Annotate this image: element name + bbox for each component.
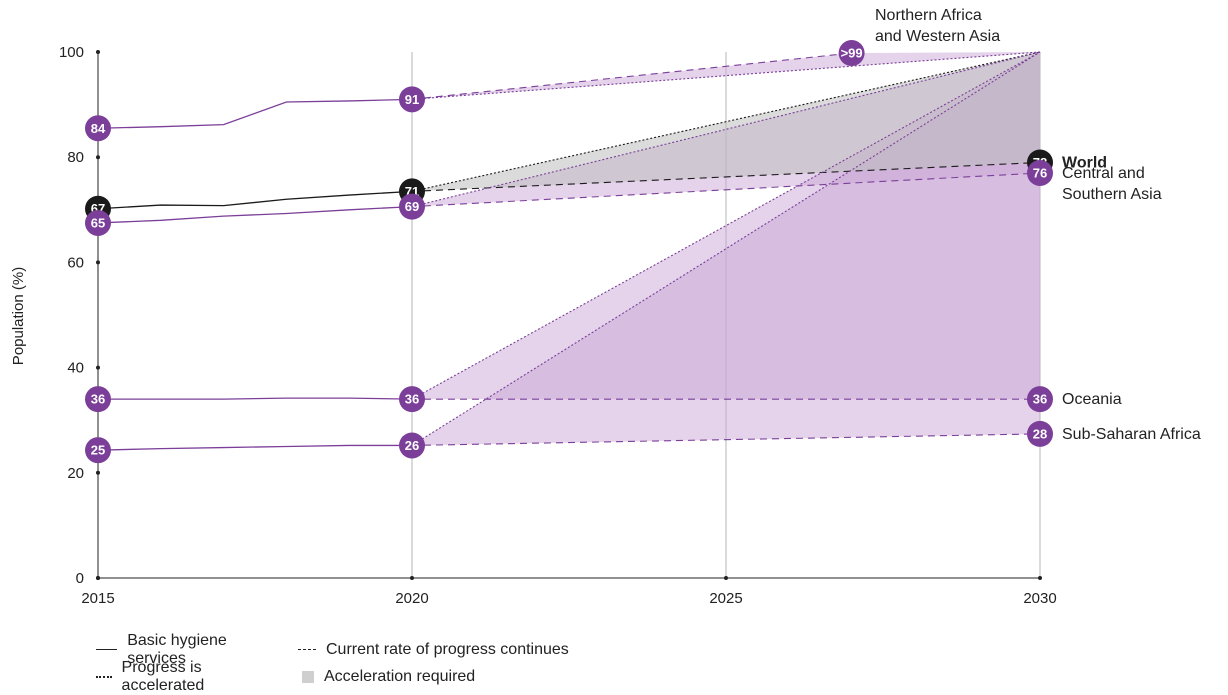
start-badge-oceania-value: 36 bbox=[91, 392, 105, 407]
accelerated-line-oceania bbox=[411, 51, 1041, 400]
end-badge-northern-africa-and-western-asia-circle bbox=[838, 40, 865, 67]
mid-badge-central-and-southern-asia: 69 bbox=[399, 193, 425, 220]
legend-solid-line-icon bbox=[96, 649, 118, 650]
accelerated-line-world bbox=[411, 51, 1041, 192]
start-badge-sub-saharan-africa: 25 bbox=[85, 437, 111, 464]
y-tick-label-20: 20 bbox=[67, 465, 84, 482]
end-badge-oceania: 36 bbox=[1027, 386, 1053, 413]
legend-item-accelerated: Progress is accelerated bbox=[96, 659, 284, 695]
historical-line-world bbox=[97, 190, 413, 210]
series-lines bbox=[97, 51, 1041, 451]
y-tick-dot-20 bbox=[96, 470, 100, 475]
legend-label: Progress is accelerated bbox=[121, 658, 205, 694]
current-rate-line-northern-africa-and-western-asia bbox=[411, 52, 852, 100]
start-badge-central-and-southern-asia-value: 65 bbox=[91, 215, 105, 230]
series-label-sub-saharan-africa: Sub-Saharan Africa bbox=[1062, 426, 1201, 443]
mid-badge-oceania-value: 36 bbox=[405, 392, 419, 407]
historical-line-northern-africa-and-western-asia bbox=[97, 98, 413, 129]
mid-badge-northern-africa-and-western-asia-value: 91 bbox=[405, 92, 419, 107]
y-tick-dot-40 bbox=[96, 365, 100, 370]
historical-line-central-and-southern-asia bbox=[97, 205, 413, 224]
current-rate-line-sub-saharan-africa bbox=[411, 433, 1041, 446]
legend-item-acceleration-required: Acceleration required bbox=[298, 668, 475, 686]
legend-fill-swatch-icon bbox=[302, 670, 314, 683]
start-badge-oceania-circle bbox=[85, 386, 111, 413]
legend-label: Basic hygiene services bbox=[127, 631, 227, 667]
x-tick-dot-2020 bbox=[410, 576, 414, 580]
mid-badge-sub-saharan-africa: 26 bbox=[399, 432, 425, 459]
x-tick-dot-2015 bbox=[96, 576, 100, 580]
series-label-oceania: Oceania bbox=[1062, 391, 1122, 408]
legend-item-basic-hygiene: Basic hygiene services bbox=[96, 632, 284, 668]
x-tick-label-2025: 2025 bbox=[709, 590, 742, 607]
legend-dotted-line-icon bbox=[96, 675, 112, 678]
x-tick-dot-2025 bbox=[724, 576, 728, 580]
x-tick-label-2030: 2030 bbox=[1023, 590, 1056, 607]
x-tick-label-2020: 2020 bbox=[395, 590, 428, 607]
end-badge-sub-saharan-africa-circle bbox=[1027, 420, 1053, 447]
end-badge-sub-saharan-africa: 28 bbox=[1027, 420, 1053, 447]
series-labels: Northern Africa and Western Asia WorldCent… bbox=[875, 7, 1201, 443]
start-badge-sub-saharan-africa-circle bbox=[85, 437, 111, 464]
legend-item-current-rate: Current rate of progress continues bbox=[298, 641, 569, 659]
legend-row-2: Progress is accelerated Acceleration req… bbox=[96, 659, 583, 694]
axes: 0 20 40 60 80 100 2015 2020 2025 2030 bbox=[59, 44, 1057, 607]
current-rate-line-world bbox=[411, 161, 1041, 192]
mid-badge-oceania: 36 bbox=[399, 386, 425, 413]
series-label-central-and-southern-asia-line-1: Central and bbox=[1062, 165, 1145, 182]
start-badge-northern-africa-and-western-asia: 84 bbox=[85, 115, 111, 142]
start-badge-central-and-southern-asia: 65 bbox=[85, 209, 111, 236]
series-label-world: World bbox=[1062, 154, 1107, 171]
end-badge-northern-africa-and-western-asia: >99 bbox=[838, 40, 865, 67]
mid-badge-central-and-southern-asia-circle bbox=[399, 193, 425, 220]
end-badge-central-and-southern-asia-value: 76 bbox=[1033, 165, 1047, 180]
start-badge-sub-saharan-africa-value: 25 bbox=[91, 443, 105, 458]
y-tick-dot-80 bbox=[96, 155, 100, 160]
legend-row-1: Basic hygiene services Current rate of p… bbox=[96, 632, 583, 667]
y-tick-label-80: 80 bbox=[67, 149, 84, 166]
y-tick-dot-100 bbox=[96, 50, 100, 54]
y-tick-label-60: 60 bbox=[67, 254, 84, 271]
mid-badge-northern-africa-and-western-asia-circle bbox=[399, 86, 425, 113]
y-tick-label-40: 40 bbox=[67, 360, 84, 377]
series-label-central-and-southern-asia-line-2: Southern Asia bbox=[1062, 186, 1162, 203]
end-badge-oceania-circle bbox=[1027, 386, 1053, 413]
x-tick-label-2015: 2015 bbox=[81, 590, 114, 607]
accelerated-line-sub-saharan-africa bbox=[411, 51, 1041, 446]
start-badge-oceania: 36 bbox=[85, 386, 111, 413]
series-label-northern-africa-and-western-asia-line-1: Northern Africa bbox=[875, 7, 982, 24]
historical-line-oceania bbox=[98, 397, 413, 400]
end-badge-northern-africa-and-western-asia-value: >99 bbox=[841, 46, 863, 61]
y-tick-label-100: 100 bbox=[59, 44, 84, 61]
end-badge-sub-saharan-africa-value: 28 bbox=[1033, 426, 1047, 441]
current-rate-line-central-and-southern-asia bbox=[411, 172, 1041, 208]
legend-label: Acceleration required bbox=[324, 667, 476, 685]
start-badge-northern-africa-and-western-asia-value: 84 bbox=[91, 121, 106, 136]
start-badge-central-and-southern-asia-circle bbox=[85, 209, 111, 236]
accelerated-line-northern-africa-and-western-asia bbox=[411, 51, 1041, 100]
mid-badge-central-and-southern-asia-value: 69 bbox=[405, 199, 419, 214]
end-badge-central-and-southern-asia: 76 bbox=[1027, 159, 1053, 186]
legend-dashed-line-icon bbox=[298, 649, 316, 650]
x-tick-dot-2030 bbox=[1038, 576, 1042, 580]
y-tick-dot-60 bbox=[96, 260, 100, 265]
mid-badge-sub-saharan-africa-value: 26 bbox=[405, 438, 419, 453]
end-badge-oceania-value: 36 bbox=[1033, 392, 1047, 407]
legend-label: Current rate of progress continues bbox=[326, 640, 569, 658]
series-label-northern-africa-and-western-asia-line-2: and Western Asia bbox=[875, 28, 1000, 45]
start-badge-northern-africa-and-western-asia-circle bbox=[85, 115, 111, 142]
mid-badge-sub-saharan-africa-circle bbox=[399, 432, 425, 459]
mid-badge-northern-africa-and-western-asia: 91 bbox=[399, 86, 425, 113]
y-tick-label-0: 0 bbox=[76, 570, 84, 587]
y-axis-label: Population (%) bbox=[10, 267, 27, 365]
legend: Basic hygiene services Current rate of p… bbox=[96, 632, 583, 694]
historical-line-sub-saharan-africa bbox=[97, 444, 412, 451]
mid-badge-oceania-circle bbox=[399, 386, 425, 413]
end-badge-central-and-southern-asia-circle bbox=[1027, 159, 1053, 186]
